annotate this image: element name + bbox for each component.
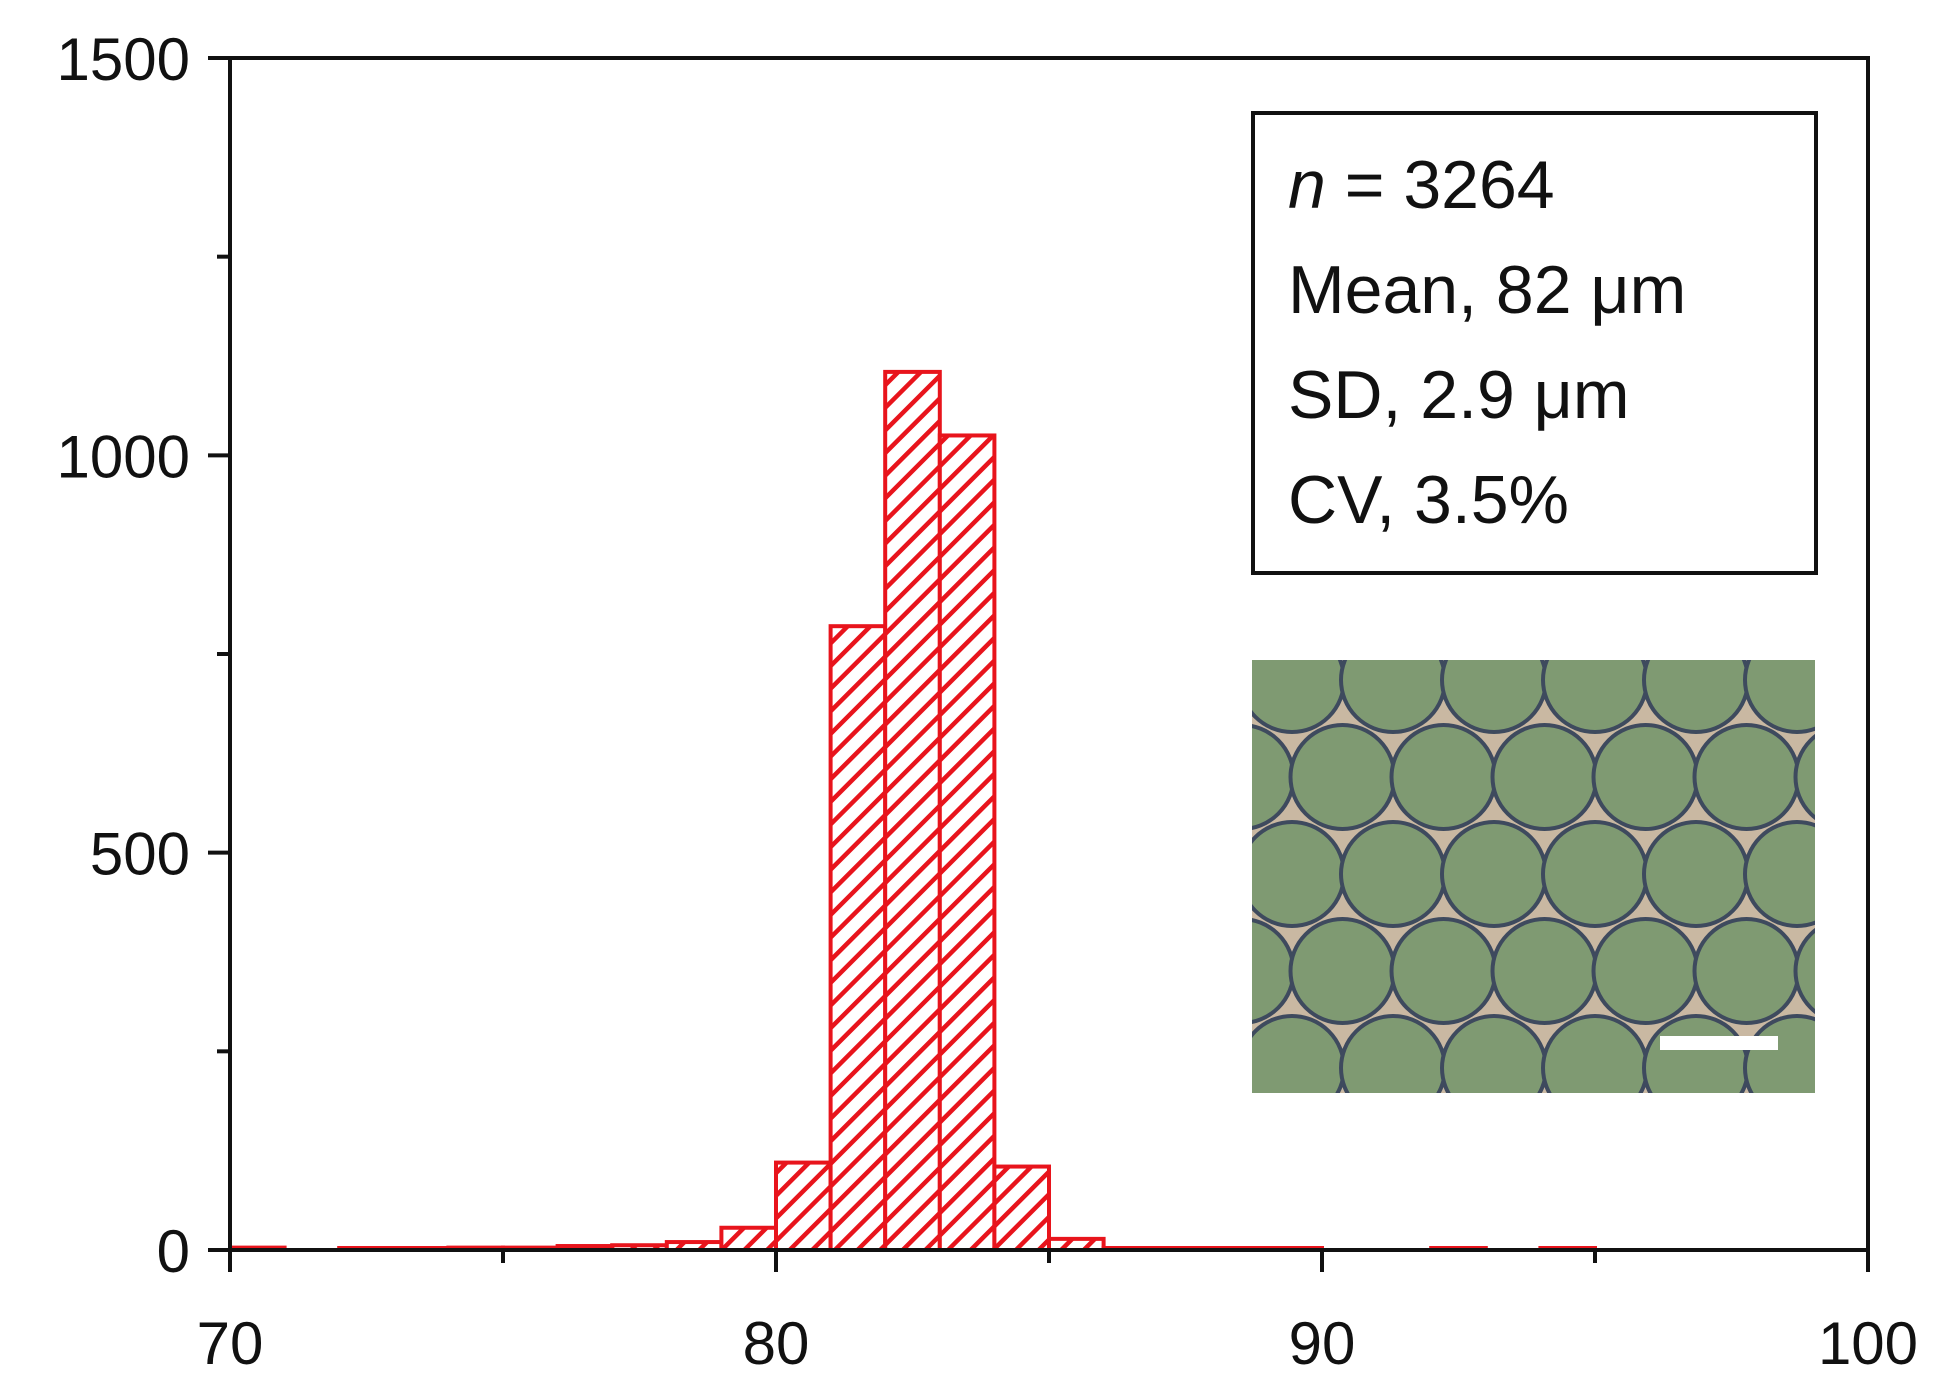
stats-sd: SD, 2.9 μm [1288,357,1630,433]
stats-n-line: n = 3264 [1288,147,1555,223]
droplet [1389,723,1498,831]
x-tick-label: 70 [197,1310,264,1377]
y-tick-label: 1000 [57,423,190,490]
droplet [1796,1113,1900,1217]
droplet [1541,820,1649,928]
stats-cv: CV, 3.5% [1288,462,1569,538]
y-tick-label: 0 [157,1218,190,1285]
droplet [1493,1113,1597,1217]
droplet [1490,723,1599,831]
droplet [1846,1016,1947,1120]
histogram-bar-81 [828,624,888,1252]
droplet [1252,1014,1346,1093]
droplet [1291,1113,1395,1217]
droplet [1594,1113,1698,1217]
droplet [1793,927,1815,1015]
droplet [1846,822,1947,926]
droplet [1897,919,1947,1023]
droplet [1339,1014,1447,1093]
droplet [1252,918,1296,1024]
droplet [1692,917,1801,1025]
x-tick-label: 90 [1289,1310,1356,1377]
droplet [1743,660,1815,734]
droplet [1440,1014,1548,1093]
y-tick-label: 1500 [57,26,190,93]
droplet [1190,1113,1294,1217]
stats-n-symbol: n [1288,147,1326,223]
droplet [1897,725,1947,829]
droplet [1139,1016,1243,1120]
droplet [1846,628,1947,732]
stats-box-frame [1251,111,1818,575]
micrograph-inset [1139,531,1947,1217]
droplet [1743,1014,1815,1093]
droplet [1541,1014,1649,1093]
droplet [1252,724,1296,830]
droplet [1139,628,1243,732]
droplet [1541,660,1649,734]
y-axis: 0 500 1000 1500 [57,26,230,1285]
droplet [1642,820,1750,928]
droplet [1642,1014,1750,1093]
droplet [1288,917,1397,1025]
histogram-bar-80 [774,1160,833,1252]
droplet [1490,917,1599,1025]
droplet [1642,660,1750,734]
stats-box: n = 3264 Mean, 82 μm SD, 2.9 μm CV, 3.5% [1251,111,1818,575]
stats-n-value: = 3264 [1326,147,1555,223]
droplet [1389,917,1498,1025]
droplet [1591,723,1700,831]
droplet [1252,660,1346,734]
y-tick-label: 500 [90,821,190,888]
x-tick-label: 80 [743,1310,810,1377]
droplet [1392,1113,1496,1217]
droplet [1339,660,1447,734]
droplet [1339,820,1447,928]
droplet [1139,822,1243,926]
droplet [1695,1113,1799,1217]
histogram-bar-83 [937,433,997,1252]
droplet [1692,723,1801,831]
histogram-bar-82 [883,369,942,1253]
droplet [1897,531,1947,635]
histogram-bar-79 [719,1225,779,1253]
droplet [1743,820,1815,928]
droplet [1591,917,1700,1025]
droplet [1793,733,1815,821]
droplet [1252,820,1346,928]
x-tick-label: 100 [1818,1310,1918,1377]
droplet [1440,820,1548,928]
droplet [1288,723,1397,831]
droplet [1440,660,1548,734]
x-axis: 70 80 90 100 [197,1250,1918,1377]
scale-bar [1660,1036,1778,1050]
histogram-bars [228,369,1598,1253]
stats-mean: Mean, 82 μm [1288,252,1686,328]
droplet [1897,1113,1947,1217]
histogram-bar-84 [992,1164,1052,1253]
